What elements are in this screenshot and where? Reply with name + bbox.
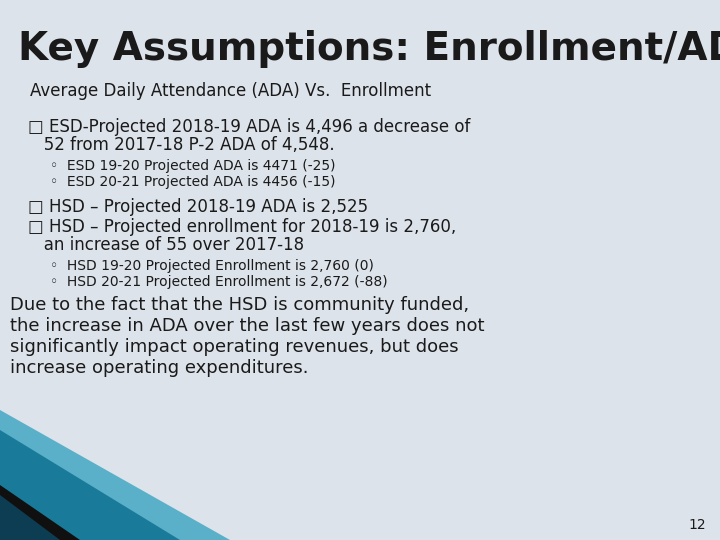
Text: 12: 12 [688,518,706,532]
Text: Key Assumptions: Enrollment/ADA: Key Assumptions: Enrollment/ADA [18,30,720,68]
Text: ◦  HSD 20-21 Projected Enrollment is 2,672 (-88): ◦ HSD 20-21 Projected Enrollment is 2,67… [50,275,387,289]
Text: ◦  ESD 19-20 Projected ADA is 4471 (-25): ◦ ESD 19-20 Projected ADA is 4471 (-25) [50,159,336,173]
Text: □ HSD – Projected 2018-19 ADA is 2,525: □ HSD – Projected 2018-19 ADA is 2,525 [28,198,368,216]
Text: an increase of 55 over 2017-18: an increase of 55 over 2017-18 [28,236,304,254]
Polygon shape [0,495,60,540]
Polygon shape [0,410,230,540]
Text: ◦  HSD 19-20 Projected Enrollment is 2,760 (0): ◦ HSD 19-20 Projected Enrollment is 2,76… [50,259,374,273]
Text: □ HSD – Projected enrollment for 2018-19 is 2,760,: □ HSD – Projected enrollment for 2018-19… [28,218,456,236]
Text: 52 from 2017-18 P-2 ADA of 4,548.: 52 from 2017-18 P-2 ADA of 4,548. [28,136,335,154]
Text: significantly impact operating revenues, but does: significantly impact operating revenues,… [10,338,459,356]
Text: Due to the fact that the HSD is community funded,: Due to the fact that the HSD is communit… [10,296,469,314]
Text: increase operating expenditures.: increase operating expenditures. [10,359,308,377]
Text: Average Daily Attendance (ADA) Vs.  Enrollment: Average Daily Attendance (ADA) Vs. Enrol… [30,82,431,100]
Text: the increase in ADA over the last few years does not: the increase in ADA over the last few ye… [10,317,485,335]
Polygon shape [0,430,180,540]
Text: □ ESD-Projected 2018-19 ADA is 4,496 a decrease of: □ ESD-Projected 2018-19 ADA is 4,496 a d… [28,118,470,136]
Text: ◦  ESD 20-21 Projected ADA is 4456 (-15): ◦ ESD 20-21 Projected ADA is 4456 (-15) [50,175,336,189]
Polygon shape [0,485,80,540]
